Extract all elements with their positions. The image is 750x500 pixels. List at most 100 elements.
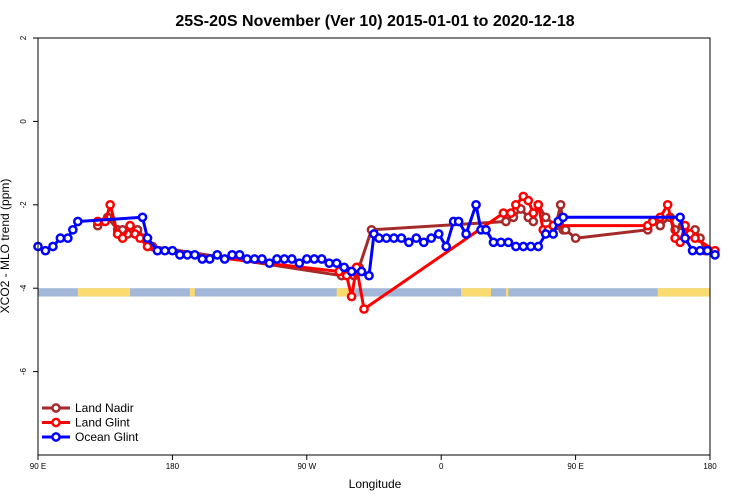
data-point-ocean-glint-39 — [374, 233, 384, 244]
data-point-land-glint-8 — [142, 241, 153, 252]
data-point-ocean-glint-71 — [710, 249, 720, 260]
data-point-ocean-glint-59 — [518, 241, 529, 252]
data-point-ocean-glint-36 — [356, 266, 367, 277]
land-segment-3 — [461, 288, 491, 297]
y-tick-label-0: 2 — [19, 35, 28, 40]
data-point-land-glint-12 — [346, 291, 357, 302]
data-point-land-glint-15 — [498, 208, 509, 218]
data-point-ocean-glint-42 — [396, 233, 407, 244]
data-point-ocean-glint-37 — [364, 270, 374, 281]
data-point-ocean-glint-8 — [142, 233, 153, 244]
data-point-land-glint-21 — [533, 199, 544, 210]
data-point-land-nadir-24 — [570, 233, 581, 244]
data-point-ocean-glint-29 — [301, 254, 312, 264]
x-tick-label-5: 180 — [703, 462, 717, 471]
data-point-ocean-glint-3 — [55, 233, 66, 244]
data-point-land-glint-19 — [523, 195, 534, 206]
data-point-ocean-glint-40 — [381, 233, 392, 244]
y-tick-label-1: 0 — [19, 119, 28, 124]
legend-swatch-marker-land-nadir — [51, 403, 61, 413]
data-point-ocean-glint-6 — [72, 216, 83, 227]
data-point-land-nadir-23 — [560, 224, 571, 235]
series-ocean-glint — [33, 199, 720, 281]
data-point-ocean-glint-68 — [687, 245, 698, 256]
land-segment-1 — [189, 288, 195, 297]
ocean-band — [38, 288, 710, 297]
data-point-ocean-glint-4 — [63, 233, 73, 244]
data-point-land-glint-33 — [690, 233, 700, 244]
x-tick-label-3: 0 — [439, 462, 444, 471]
data-point-ocean-glint-19 — [227, 249, 237, 260]
legend-label-ocean-glint: Ocean Glint — [75, 430, 139, 444]
data-point-ocean-glint-35 — [346, 266, 357, 277]
data-point-ocean-glint-5 — [67, 224, 78, 235]
data-point-ocean-glint-51 — [461, 229, 471, 239]
data-point-ocean-glint-31 — [316, 254, 327, 264]
data-point-ocean-glint-12 — [175, 249, 185, 260]
chart-title: 25S-20S November (Ver 10) 2015-01-01 to … — [175, 13, 574, 30]
legend-swatch-marker-land-glint — [51, 417, 61, 428]
data-point-ocean-glint-34 — [339, 262, 349, 273]
data-point-ocean-glint-58 — [511, 241, 521, 252]
data-point-ocean-glint-2 — [48, 241, 58, 252]
y-tick-label-2: -2 — [19, 201, 28, 209]
data-point-ocean-glint-70 — [702, 245, 713, 256]
data-point-ocean-glint-67 — [680, 233, 690, 244]
data-point-ocean-glint-20 — [234, 249, 245, 260]
legend-label-land-glint: Land Glint — [75, 416, 130, 430]
data-point-land-glint-7 — [135, 233, 145, 244]
data-point-ocean-glint-21 — [242, 254, 252, 264]
data-point-land-glint-28 — [662, 199, 673, 210]
data-point-ocean-glint-63 — [548, 229, 559, 239]
data-point-land-nadir-13 — [501, 216, 511, 227]
data-point-ocean-glint-56 — [496, 237, 506, 248]
legend-item-land-nadir: Land Nadir — [42, 401, 134, 415]
x-axis-label: Longitude — [349, 477, 402, 491]
data-point-ocean-glint-50 — [453, 216, 464, 227]
data-point-ocean-glint-24 — [264, 258, 275, 269]
data-point-ocean-glint-18 — [219, 254, 230, 264]
y-tick-label-3: -4 — [19, 284, 28, 292]
data-point-ocean-glint-43 — [403, 237, 414, 248]
y-axis-label: XCO2 - MLO trend (ppm) — [0, 179, 12, 314]
data-point-ocean-glint-52 — [471, 199, 481, 210]
data-point-land-glint-5 — [125, 220, 135, 231]
data-point-ocean-glint-27 — [287, 254, 297, 264]
data-point-land-nadir-27 — [655, 220, 666, 231]
data-point-ocean-glint-55 — [488, 237, 499, 248]
land-segment-2 — [336, 288, 355, 297]
data-point-land-nadir-21 — [555, 199, 566, 210]
y-axis: 2 0 -2 -4 -6 — [19, 35, 38, 375]
x-axis: 90 E 180 90 W 0 90 E 180 — [30, 455, 717, 471]
data-point-ocean-glint-17 — [212, 249, 223, 260]
data-point-ocean-glint-11 — [167, 245, 178, 256]
data-point-ocean-glint-26 — [279, 254, 290, 264]
data-point-ocean-glint-44 — [411, 233, 422, 244]
data-point-ocean-glint-28 — [294, 258, 305, 269]
data-point-ocean-glint-45 — [418, 237, 429, 248]
data-point-ocean-glint-57 — [503, 237, 514, 248]
data-point-land-glint-16 — [506, 208, 516, 218]
data-point-ocean-glint-69 — [695, 245, 705, 256]
data-point-ocean-glint-13 — [182, 249, 193, 260]
data-point-ocean-glint-33 — [331, 258, 342, 269]
legend-item-ocean-glint: Ocean Glint — [42, 430, 139, 444]
data-point-land-glint-14 — [359, 304, 369, 314]
data-point-ocean-glint-60 — [525, 241, 536, 252]
data-point-ocean-glint-61 — [533, 241, 544, 252]
land-mask-band — [38, 288, 710, 297]
x-tick-label-4: 90 E — [567, 462, 583, 471]
data-point-ocean-glint-15 — [197, 254, 208, 264]
y-tick-label-4: -6 — [19, 367, 28, 375]
series-group — [33, 191, 720, 314]
data-point-ocean-glint-41 — [389, 233, 399, 244]
data-point-ocean-glint-62 — [540, 229, 551, 239]
land-segment-4 — [505, 288, 509, 297]
data-point-ocean-glint-1 — [40, 245, 51, 256]
data-point-land-glint-20 — [528, 208, 539, 218]
data-point-land-glint-2 — [105, 199, 116, 210]
land-segment-5 — [657, 288, 710, 297]
legend-item-land-glint: Land Glint — [42, 416, 130, 430]
